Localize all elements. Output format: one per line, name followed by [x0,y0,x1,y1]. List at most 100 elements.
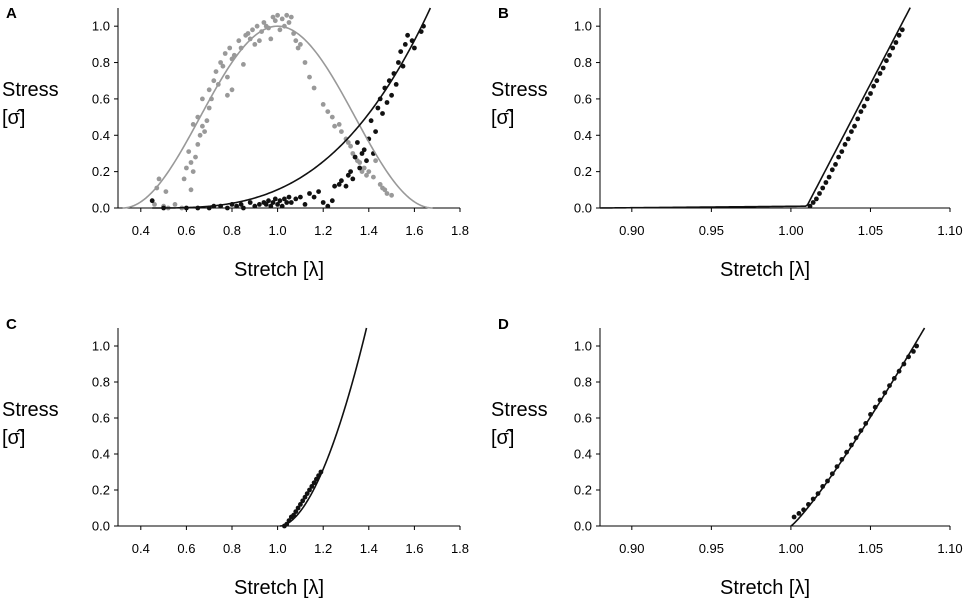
data-point [861,103,867,109]
data-point [304,491,310,496]
data-point [893,40,899,45]
y-tick-label: 1.0 [574,19,592,34]
data-point [890,45,896,51]
data-point [295,45,301,51]
data-point [320,200,326,205]
y-tick-label: 0.4 [574,128,592,143]
data-point [257,38,262,44]
data-point [282,196,287,202]
data-point [402,42,408,47]
data-point [345,140,351,145]
y-axis-label-line2: [σ̂] [491,427,514,449]
x-tick-label: 1.10 [937,223,962,238]
data-point [270,14,276,20]
data-point [295,505,301,511]
data-point [899,27,905,33]
data-point [149,198,155,204]
x-tick-label: 0.4 [132,223,150,238]
x-tick-label: 1.8 [451,223,469,238]
data-point [250,27,255,33]
y-tick-label: 0.6 [574,91,592,106]
data-point [398,49,404,54]
x-tick-label: 0.90 [619,541,644,556]
x-tick-label: 0.6 [177,223,195,238]
data-point [206,105,212,111]
data-point [288,14,294,20]
panel-label: C [6,316,17,333]
data-point [238,202,244,207]
y-tick-label: 0.8 [574,375,592,390]
data-point [275,202,280,207]
data-point [380,111,385,116]
data-point [307,487,312,493]
panel-A: A 0.0 0.2 0.4 0.6 0.8 1.0 0.4 0.6 0.8 1.0 1.2 1.4 1.6… [2,5,469,281]
data-point [181,176,187,182]
y-tick-label: 0.8 [92,375,110,390]
y-tick-label: 0.2 [92,483,110,498]
x-axis-label: Stretch [λ] [720,577,810,599]
data-point [329,198,335,204]
data-point [405,32,410,38]
data-point [332,183,337,189]
data-point [284,12,290,18]
data-point [871,83,876,89]
x-tick-label: 1.2 [314,541,332,556]
data-point [156,176,162,182]
data-point [350,176,356,182]
data-point [247,200,253,205]
data-point [845,136,851,142]
data-point [829,167,835,173]
x-tick-label: 0.6 [177,541,195,556]
data-point [796,511,802,516]
x-tick-label: 0.90 [619,223,644,238]
data-point [810,200,816,205]
data-point [309,484,315,489]
data-point [361,147,367,153]
data-point [361,165,367,171]
data-point [336,182,342,187]
data-point [193,154,198,160]
x-tick-label: 1.0 [269,541,287,556]
data-point [366,169,372,175]
y-axis-label-line2: [σ̂] [2,427,25,449]
x-tick-label: 0.4 [132,541,150,556]
y-tick-label: 1.0 [92,19,110,34]
data-point [823,180,829,185]
y-tick-label: 0.2 [92,164,110,179]
data-point [350,151,356,156]
data-point [270,200,276,205]
data-point [302,60,308,65]
x-axis-label: Stretch [λ] [234,577,324,599]
data-point [200,96,205,102]
x-tick-label: 0.95 [699,223,724,238]
data-point [288,200,294,205]
data-point [204,118,210,124]
data-point [849,129,854,135]
data-point [393,82,399,87]
data-point [364,172,369,178]
y-tick-label: 0.6 [574,411,592,426]
data-point [188,187,194,193]
fit-curve [599,7,911,209]
y-tick-label: 0.2 [574,164,592,179]
data-point [300,498,306,504]
fit-curve [122,25,433,209]
x-tick-label: 1.05 [858,541,883,556]
data-point [373,158,378,164]
data-point [268,203,274,209]
data-point [252,203,258,209]
data-point [817,191,822,196]
data-point [357,160,363,165]
data-point [229,87,235,93]
data-point [293,509,299,514]
data-point [291,512,296,518]
x-tick-label: 1.00 [778,223,803,238]
data-point [855,116,861,122]
data-point [352,154,358,160]
x-tick-label: 1.4 [360,223,378,238]
y-tick-label: 1.0 [574,339,592,354]
data-point [272,196,278,202]
y-tick-label: 0.0 [574,201,592,216]
data-point [371,174,376,180]
